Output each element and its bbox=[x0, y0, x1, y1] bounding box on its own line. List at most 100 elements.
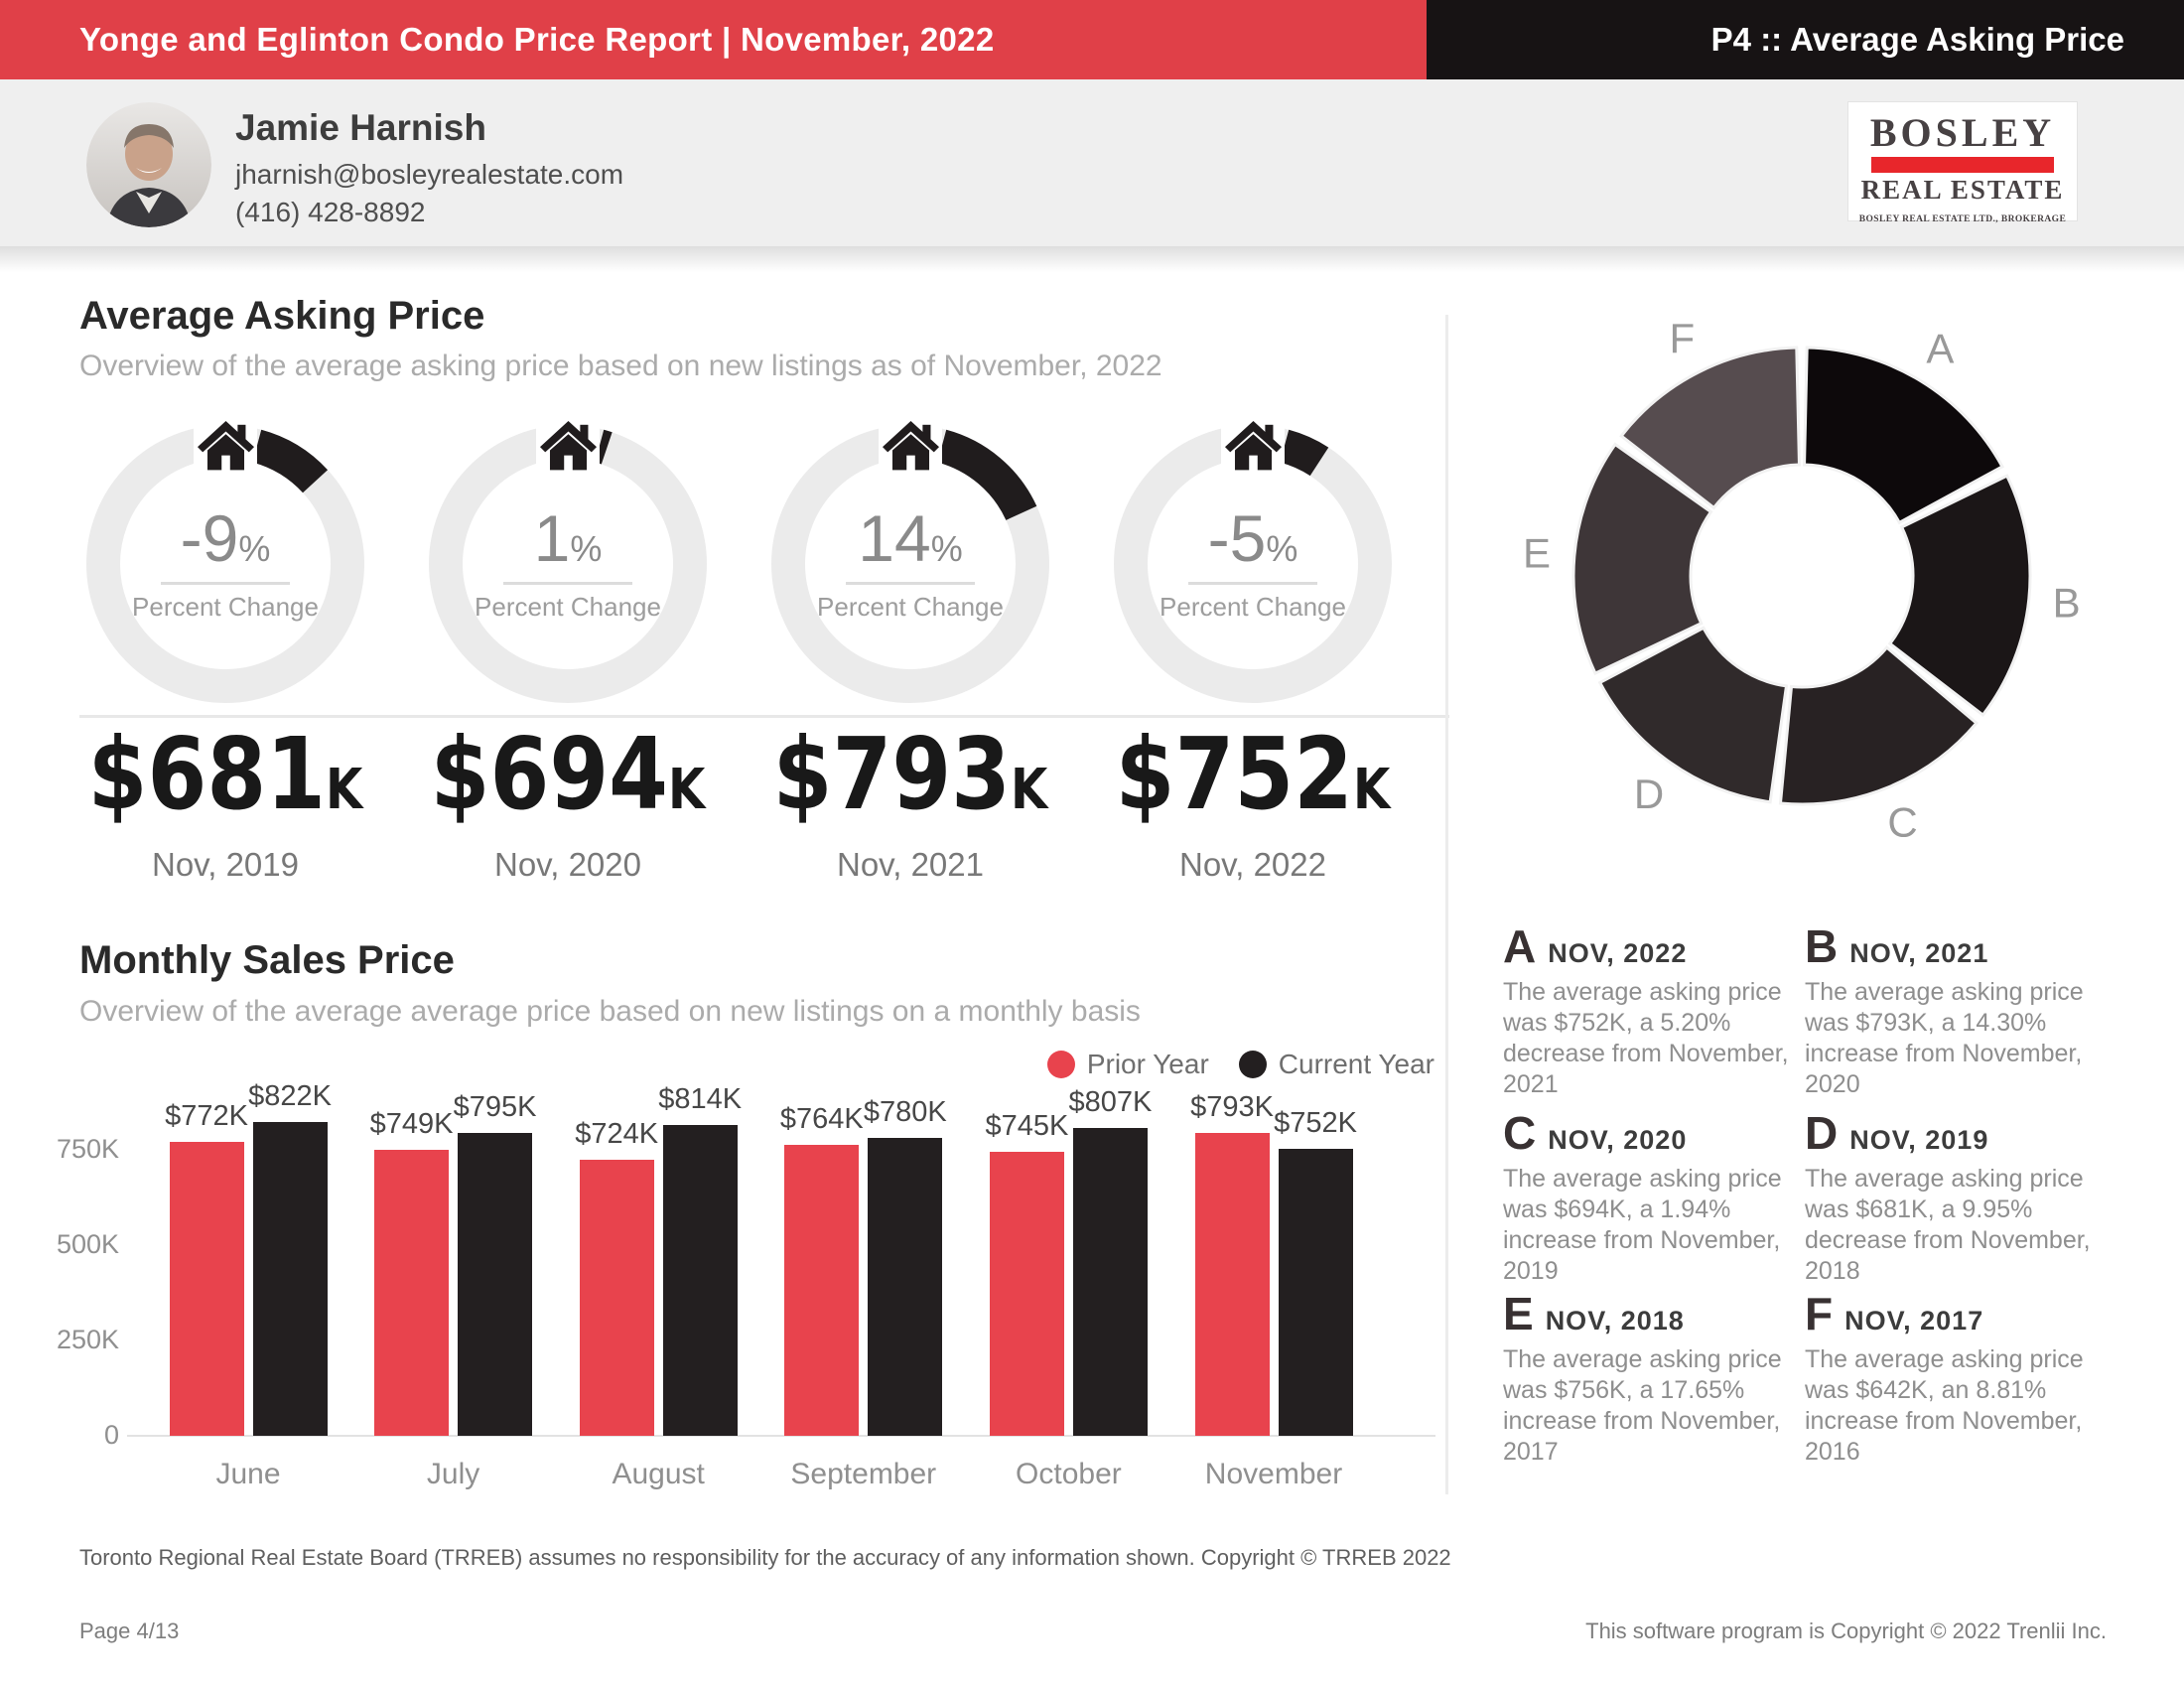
asking-section-subtitle: Overview of the average asking price bas… bbox=[79, 350, 1162, 382]
price-value: $752K bbox=[1115, 716, 1391, 832]
detail-date: NOV, 2018 bbox=[1545, 1306, 1685, 1336]
bar-value-label: $749K bbox=[369, 1108, 454, 1141]
bar-value-label: $807K bbox=[1068, 1086, 1153, 1119]
donut-segment-E bbox=[1571, 442, 1713, 676]
current-year-bar bbox=[662, 1125, 738, 1436]
detail-text: The average asking price was $642K, an 8… bbox=[1805, 1345, 2084, 1466]
detail-date: NOV, 2022 bbox=[1548, 938, 1688, 968]
detail-text: The average asking price was $752K, a 5.… bbox=[1503, 978, 1789, 1098]
donut-segment-label: A bbox=[1926, 326, 1954, 372]
gauge-label: Percent Change bbox=[475, 592, 661, 622]
percent-sign: % bbox=[570, 528, 603, 569]
donut-segment-label: D bbox=[1634, 771, 1664, 817]
donut-segment-label: C bbox=[1887, 799, 1917, 846]
donut-segment-label: F bbox=[1669, 315, 1695, 361]
percent-change-gauge: -9% Percent Change bbox=[76, 415, 374, 713]
current-year-bar bbox=[458, 1132, 533, 1436]
detail-text: The average asking price was $681K, a 9.… bbox=[1805, 1165, 2091, 1285]
gauge-underline bbox=[846, 582, 975, 585]
detail-letter: C bbox=[1503, 1107, 1537, 1159]
price-value: $681K bbox=[87, 716, 363, 832]
price-date: Nov, 2022 bbox=[1179, 846, 1326, 883]
current-year-bar bbox=[1278, 1149, 1353, 1436]
x-axis-category-label: June bbox=[215, 1458, 281, 1490]
gauge-underline bbox=[503, 582, 632, 585]
detail-heading: F NOV, 2017 bbox=[1805, 1291, 2101, 1336]
donut-segment-label: E bbox=[1523, 529, 1551, 576]
donut-segment-D bbox=[1597, 626, 1789, 804]
logo-wordmark: BOSLEY bbox=[1869, 110, 2056, 155]
band-shadow bbox=[0, 246, 2184, 272]
price-date: Nov, 2019 bbox=[152, 846, 299, 883]
yearly-detail-item: A NOV, 2022 The average asking price was $… bbox=[1503, 923, 1799, 1100]
house-icon bbox=[883, 421, 939, 471]
logo-type: REAL ESTATE bbox=[1860, 175, 2065, 205]
bar-value-label: $724K bbox=[575, 1117, 659, 1150]
donut-segment-label: B bbox=[2053, 579, 2081, 626]
vertical-divider bbox=[1445, 315, 1448, 1494]
price-unit: K bbox=[1011, 758, 1048, 822]
detail-text: The average asking price was $793K, a 14… bbox=[1805, 978, 2084, 1098]
percent-change-gauge: 1% Percent Change bbox=[419, 415, 717, 713]
gauge-ring bbox=[1114, 415, 1392, 703]
gauge-label: Percent Change bbox=[817, 592, 1004, 622]
current-year-bar bbox=[868, 1138, 943, 1436]
bar-value-label: $772K bbox=[165, 1099, 248, 1132]
bar-value-label: $745K bbox=[985, 1109, 1069, 1142]
yearly-price: $694K Nov, 2020 bbox=[397, 721, 739, 884]
yearly-price-donut-chart: A B C D E F bbox=[1523, 315, 2081, 846]
software-copyright: This software program is Copyright © 202… bbox=[1585, 1618, 2107, 1643]
page-section-bar: P4 :: Average Asking Price bbox=[1427, 0, 2184, 79]
price-date: Nov, 2020 bbox=[494, 846, 641, 883]
yearly-price: $793K Nov, 2021 bbox=[740, 721, 1081, 884]
detail-date: NOV, 2021 bbox=[1849, 938, 1989, 968]
bar-value-label: $752K bbox=[1274, 1107, 1357, 1140]
section-divider bbox=[79, 715, 1449, 718]
price-date: Nov, 2021 bbox=[837, 846, 984, 883]
house-icon bbox=[1225, 421, 1282, 471]
bar-chart-legend: Prior Year Current Year bbox=[993, 1049, 1434, 1080]
prior-year-bar bbox=[784, 1144, 860, 1436]
yearly-detail-item: D NOV, 2019 The average asking price was $… bbox=[1805, 1110, 2101, 1287]
logo-subline: BOSLEY REAL ESTATE LTD., BROKERAGE bbox=[1858, 214, 2067, 224]
bar-value-label: $795K bbox=[453, 1090, 537, 1123]
price-unit: K bbox=[326, 758, 363, 822]
detail-heading: A NOV, 2022 bbox=[1503, 923, 1799, 969]
page-section-title: P4 :: Average Asking Price bbox=[1710, 21, 2124, 58]
y-axis-tick: 0 bbox=[103, 1420, 119, 1450]
x-axis-category-label: November bbox=[1204, 1458, 1343, 1490]
price-unit: K bbox=[668, 758, 706, 822]
yearly-price: $681K Nov, 2019 bbox=[55, 721, 396, 884]
gauge-ring bbox=[86, 415, 364, 703]
legend-item: Prior Year bbox=[1046, 1049, 1209, 1080]
donut-segment-B bbox=[1887, 474, 2032, 718]
yearly-detail-item: F NOV, 2017 The average asking price was $… bbox=[1805, 1291, 2101, 1468]
percent-sign: % bbox=[238, 528, 271, 569]
agent-phone: (416) 428-8892 bbox=[235, 197, 426, 227]
legend-label: Prior Year bbox=[1086, 1049, 1209, 1079]
detail-date: NOV, 2020 bbox=[1548, 1125, 1688, 1155]
detail-letter: F bbox=[1805, 1288, 1834, 1339]
yearly-price: $752K Nov, 2022 bbox=[1082, 721, 1424, 884]
monthly-section-title: Monthly Sales Price bbox=[79, 938, 455, 982]
bar-value-label: $793K bbox=[1190, 1091, 1274, 1124]
gauge-percent-value: 14% bbox=[858, 501, 963, 575]
asking-section-title: Average Asking Price bbox=[79, 294, 485, 338]
bar-value-label: $764K bbox=[779, 1102, 864, 1135]
prior-year-bar bbox=[579, 1159, 654, 1436]
percent-change-gauge: -5% Percent Change bbox=[1104, 415, 1402, 713]
price-unit: K bbox=[1353, 758, 1391, 822]
detail-heading: D NOV, 2019 bbox=[1805, 1110, 2101, 1156]
logo-red-bar bbox=[1871, 157, 2054, 173]
contact-band bbox=[0, 79, 2184, 246]
y-axis-tick: 500K bbox=[56, 1229, 119, 1259]
gauge-underline bbox=[1188, 582, 1317, 585]
detail-letter: B bbox=[1805, 920, 1839, 972]
donut-segment-F bbox=[1619, 346, 1801, 510]
house-icon bbox=[540, 421, 597, 471]
prior-year-bar bbox=[989, 1151, 1064, 1436]
donut-segment-C bbox=[1778, 645, 1979, 806]
gauge-percent-value: 1% bbox=[533, 501, 603, 575]
detail-text: The average asking price was $694K, a 1.… bbox=[1503, 1165, 1782, 1285]
